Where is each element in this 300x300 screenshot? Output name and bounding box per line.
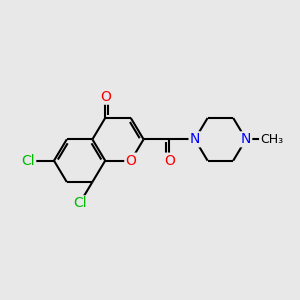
Text: O: O <box>100 90 111 104</box>
Text: Cl: Cl <box>73 196 86 210</box>
Text: Cl: Cl <box>22 154 35 168</box>
Text: N: N <box>241 132 251 146</box>
Text: N: N <box>190 132 200 146</box>
Text: O: O <box>164 154 175 168</box>
Text: CH₃: CH₃ <box>260 133 283 146</box>
Text: O: O <box>125 154 136 168</box>
